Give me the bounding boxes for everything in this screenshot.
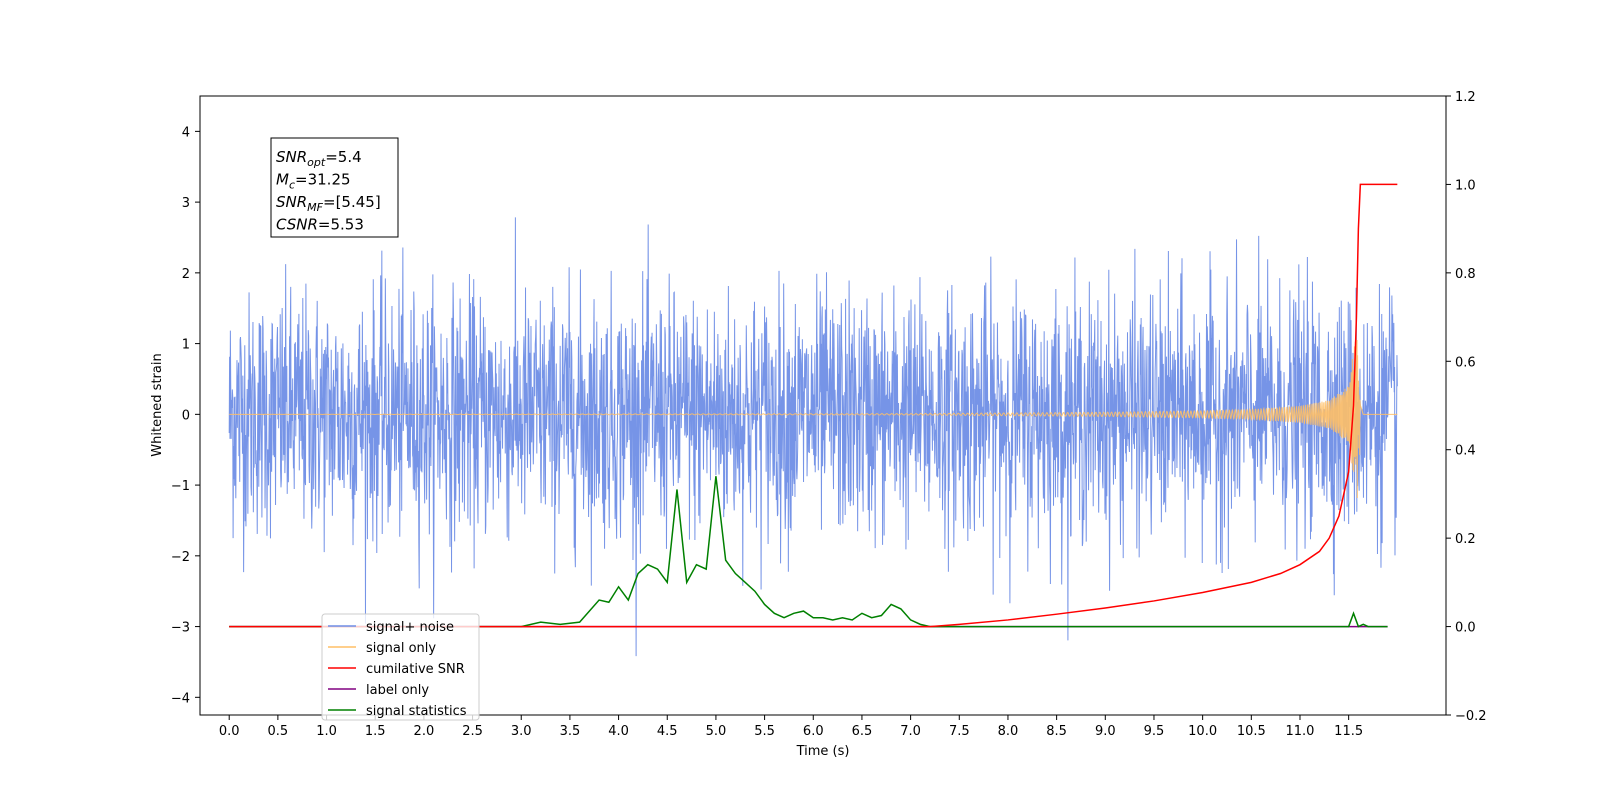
x-tick-label: 9.0 — [1095, 724, 1116, 739]
legend: signal+ noise signal only cumilative SNR la… — [321, 613, 480, 721]
annotation-line: Mc=31.25 — [276, 171, 351, 192]
x-tick-label: 5.0 — [706, 724, 727, 739]
series-signal-noise-line — [228, 217, 1398, 657]
x-axis-label: Time (s) — [796, 744, 850, 759]
x-tick-label: 4.5 — [657, 724, 678, 739]
x-tick-label: 6.5 — [852, 724, 873, 739]
y-tick-label: −1 — [171, 479, 190, 494]
x-tick-label: 2.0 — [414, 724, 435, 739]
y-tick-label: 3 — [182, 196, 190, 211]
x-tick-label: 1.0 — [316, 724, 337, 739]
x-tick-label: 8.0 — [998, 724, 1019, 739]
legend-frame — [321, 613, 480, 721]
legend-label: signal statistics — [366, 704, 467, 719]
y-tick-label: 2 — [182, 267, 190, 282]
x-tick-label: 8.5 — [1046, 724, 1067, 739]
annotation-line: SNRopt=5.4 — [276, 148, 362, 169]
legend-label: signal only — [366, 641, 436, 656]
y-tick-label: 4 — [182, 125, 190, 140]
x-tick-label: 10.5 — [1237, 724, 1266, 739]
y2-tick-label: 1.2 — [1455, 90, 1476, 105]
annotation-line: CSNR=5.53 — [276, 216, 364, 234]
legend-label: cumilative SNR — [366, 662, 465, 677]
x-tick-label: 10.0 — [1188, 724, 1217, 739]
y-tick-label: −3 — [171, 621, 190, 636]
y2-tick-label: 0.6 — [1455, 355, 1476, 370]
y2-tick-label: 0.8 — [1455, 267, 1476, 282]
y-tick-label: 0 — [182, 408, 190, 423]
x-axis: 0.0 0.5 1.0 1.5 2.0 2.5 3.0 3.5 4.0 4.5 5.0 5.5 6.0 6… — [219, 715, 1363, 739]
series-cumulative-snr-line — [229, 183, 1398, 628]
x-tick-label: 0.5 — [268, 724, 289, 739]
y-tick-label: 1 — [182, 338, 190, 353]
x-tick-label: 7.5 — [949, 724, 970, 739]
series-signal-only-line — [229, 335, 1398, 499]
y-axis-left: 4 3 2 1 0 −1 −2 −3 −4 — [171, 125, 200, 706]
y2-tick-label: 0.2 — [1455, 532, 1476, 547]
x-tick-label: 6.0 — [803, 724, 824, 739]
legend-label: label only — [366, 683, 429, 698]
x-tick-label: 2.5 — [462, 724, 483, 739]
y-tick-label: −4 — [171, 691, 190, 706]
plot-frame — [199, 95, 1447, 716]
x-tick-label: 4.0 — [608, 724, 629, 739]
x-tick-label: 3.5 — [560, 724, 581, 739]
annotation-line: SNRMF=[5.45] — [276, 193, 381, 214]
y-axis-label: Whitened strain — [150, 353, 165, 456]
y-axis-right: 1.2 1.0 0.8 0.6 0.4 0.2 0.0 −0.2 — [1446, 90, 1487, 724]
x-tick-label: 11.0 — [1286, 724, 1315, 739]
x-tick-label: 0.0 — [219, 724, 240, 739]
annotation-frame — [270, 137, 399, 238]
y2-tick-label: −0.2 — [1455, 709, 1487, 724]
legend-label: signal+ noise — [366, 620, 454, 635]
series-signal-statistics-line — [229, 476, 1388, 628]
x-tick-label: 7.0 — [900, 724, 921, 739]
x-tick-label: 3.0 — [511, 724, 532, 739]
y2-tick-label: 1.0 — [1455, 178, 1476, 193]
x-tick-label: 1.5 — [365, 724, 386, 739]
y-tick-label: −2 — [171, 550, 190, 565]
x-tick-label: 11.5 — [1334, 724, 1363, 739]
y2-tick-label: 0.4 — [1455, 444, 1476, 459]
plot-area — [228, 183, 1398, 657]
x-tick-label: 5.5 — [754, 724, 775, 739]
x-tick-label: 9.5 — [1144, 724, 1165, 739]
y2-tick-label: 0.0 — [1455, 621, 1476, 636]
